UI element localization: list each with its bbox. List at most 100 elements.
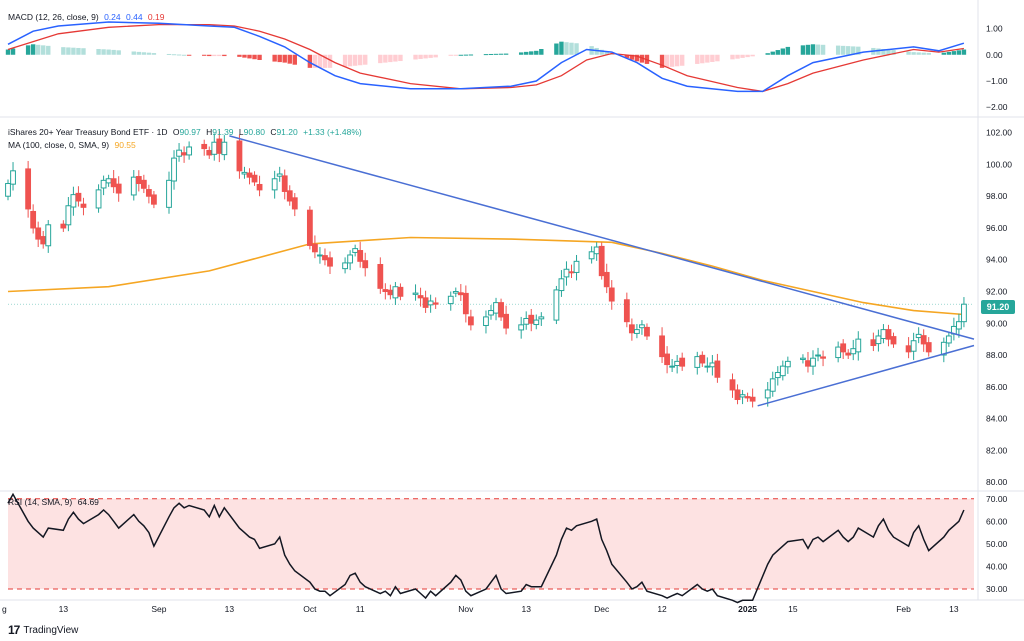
macd-histogram-bar	[342, 54, 348, 67]
candle-body	[820, 356, 826, 359]
macd-histogram-bar	[181, 54, 187, 56]
macd-histogram-bar	[322, 54, 328, 68]
ma-legend-title: MA (100, close, 0, SMA, 9)	[8, 140, 110, 150]
candle-body	[171, 157, 177, 182]
candle-body	[905, 345, 912, 353]
candle-body	[563, 268, 570, 278]
price-legend: iShares 20+ Year Treasury Bond ETF · 1D …	[8, 127, 365, 137]
macd-histogram-bar	[886, 49, 891, 55]
macd-histogram-bar	[418, 54, 423, 59]
candle-body	[276, 173, 283, 177]
candle-body	[644, 326, 650, 337]
candle-body	[357, 250, 364, 262]
macd-histogram-bar	[679, 54, 685, 66]
macd-histogram-bar	[564, 42, 569, 55]
candle-body	[940, 341, 947, 356]
candle-body	[639, 324, 645, 329]
price-axis-tick: 94.00	[986, 255, 1008, 265]
candle-body	[206, 149, 213, 156]
tradingview-logo: 17 TradingView	[8, 623, 78, 637]
candle-body	[764, 389, 771, 399]
candle-body	[306, 209, 313, 246]
macd-histogram-bar	[151, 53, 157, 55]
candle-body	[634, 329, 640, 334]
falling-resistance-trendline	[229, 135, 975, 340]
macd-histogram-bar	[659, 54, 665, 68]
macd-histogram-bar	[10, 48, 16, 55]
candle-body	[291, 197, 298, 210]
x-axis-tick: 2025	[738, 604, 757, 614]
macd-histogram-bar	[951, 51, 957, 55]
macd-histogram-bar	[554, 43, 559, 55]
macd-histogram-bar	[856, 46, 861, 55]
candle-body	[322, 255, 328, 261]
macd-histogram-bar	[317, 54, 323, 68]
x-axis-tick: 11	[356, 604, 365, 614]
candle-body	[603, 271, 610, 288]
macd-histogram-bar	[705, 54, 710, 63]
macd-histogram-bar	[911, 52, 916, 55]
macd-histogram-bar	[700, 54, 705, 64]
candle-body	[628, 324, 635, 334]
macd-histogram-bar	[695, 54, 700, 64]
macd-histogram-bar	[61, 47, 66, 55]
macd-histogram-bar	[237, 54, 242, 57]
candle-body	[281, 175, 288, 192]
macd-histogram-bar	[327, 54, 333, 68]
candle-body	[467, 316, 474, 326]
price-axis-tick: 80.00	[986, 477, 1008, 487]
candle-body	[151, 194, 157, 205]
candle-body	[115, 183, 122, 194]
candle-body	[774, 371, 781, 379]
candle-body	[387, 289, 394, 296]
macd-histogram-bar	[840, 45, 846, 55]
candle-body	[241, 171, 248, 175]
candle-body	[5, 183, 11, 197]
candle-body	[30, 210, 37, 229]
candle-body	[674, 360, 681, 367]
candle-body	[80, 203, 87, 208]
macd-histogram-bar	[242, 54, 247, 58]
macd-histogram-bar	[307, 54, 313, 68]
macd-histogram-bar	[166, 53, 172, 55]
x-axis-tick: 13	[59, 604, 69, 614]
candle-body	[271, 178, 278, 191]
macd-histogram-bar	[669, 54, 675, 67]
macd-histogram-bar	[136, 51, 142, 55]
macd-histogram-bar	[805, 44, 811, 55]
candle-body	[347, 254, 354, 264]
candle-body	[35, 227, 42, 240]
candle-body	[769, 378, 776, 392]
candle-body	[925, 342, 932, 353]
macd-histogram-bar	[5, 49, 11, 55]
macd-histogram-bar	[131, 51, 136, 55]
ma-value: 90.55	[114, 140, 136, 150]
candle-body	[342, 262, 348, 270]
macd-histogram-bar	[202, 54, 207, 56]
x-axis-tick: 13	[521, 604, 531, 614]
candle-body	[181, 152, 187, 156]
macd-histogram-bar	[383, 54, 388, 63]
candle-body	[558, 278, 565, 292]
candle-body	[10, 170, 16, 185]
candle-body	[457, 292, 464, 296]
candle-body	[498, 302, 504, 318]
ma-100-line	[7, 236, 964, 316]
candle-body	[397, 286, 404, 297]
macd-histogram-bar	[906, 51, 911, 55]
candle-body	[815, 354, 821, 357]
candle-body	[186, 146, 193, 156]
macd-histogram-bar	[413, 54, 418, 60]
tradingview-name: TradingView	[23, 624, 79, 636]
candle-body	[140, 179, 147, 189]
candle-body	[135, 176, 142, 185]
candle-body	[845, 352, 852, 356]
macd-histogram-bar	[96, 49, 101, 55]
rsi-axis-tick: 60.00	[986, 516, 1008, 526]
candle-body	[588, 251, 595, 260]
macd-histogram-bar	[483, 54, 489, 56]
symbol-title: iShares 20+ Year Treasury Bond ETF · 1D	[8, 127, 168, 137]
macd-histogram-bar	[141, 52, 147, 55]
candle-body	[201, 143, 208, 150]
price-axis-tick: 90.00	[986, 318, 1008, 328]
